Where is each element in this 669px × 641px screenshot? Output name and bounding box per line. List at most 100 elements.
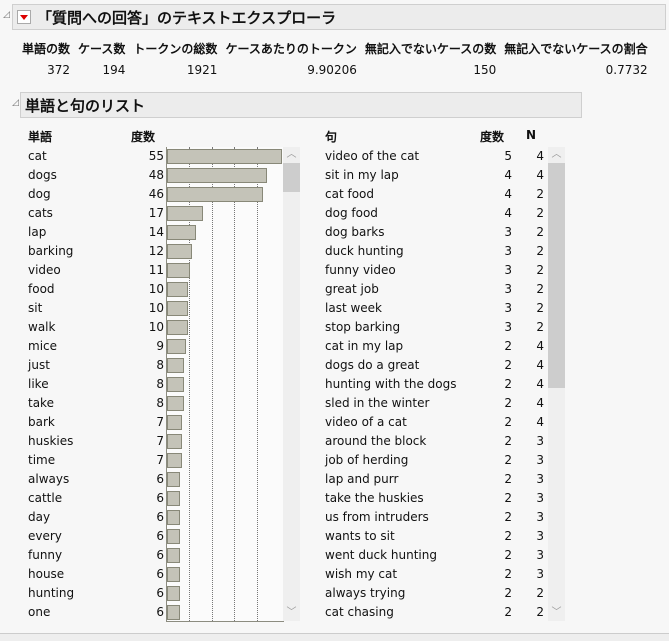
- term-label[interactable]: dog: [28, 187, 51, 201]
- phrase-label[interactable]: job of herding: [325, 453, 409, 467]
- phrase-label[interactable]: sled in the winter: [325, 396, 430, 410]
- term-count: 6: [156, 548, 164, 562]
- phrase-label[interactable]: hunting with the dogs: [325, 377, 457, 391]
- phrase-label[interactable]: video of the cat: [325, 149, 420, 163]
- term-label[interactable]: walk: [28, 320, 56, 334]
- phrase-label[interactable]: last week: [325, 301, 382, 315]
- phrase-label[interactable]: around the block: [325, 434, 427, 448]
- phrase-label[interactable]: duck hunting: [325, 244, 404, 258]
- term-label[interactable]: take: [28, 396, 54, 410]
- term-label[interactable]: video: [28, 263, 61, 277]
- phrase-label[interactable]: wish my cat: [325, 567, 398, 581]
- term-count: 55: [148, 149, 164, 163]
- chevron-up-icon[interactable]: ︿: [286, 149, 297, 160]
- term-label[interactable]: every: [28, 529, 62, 543]
- term-label[interactable]: cats: [28, 206, 53, 220]
- scroll-thumb[interactable]: [283, 163, 300, 192]
- term-bar[interactable]: [167, 282, 188, 297]
- term-bar[interactable]: [167, 225, 197, 240]
- phrase-label[interactable]: wants to sit: [325, 529, 395, 543]
- term-label[interactable]: hunting: [28, 586, 75, 600]
- term-label[interactable]: like: [28, 377, 49, 391]
- chevron-down-icon[interactable]: ﹀: [551, 607, 562, 618]
- phrase-label[interactable]: dog food: [325, 206, 378, 220]
- phrase-label[interactable]: funny video: [325, 263, 396, 277]
- phrase-label[interactable]: video of a cat: [325, 415, 407, 429]
- phrases-scrollbar[interactable]: ︿ ﹀: [548, 147, 565, 621]
- term-label[interactable]: cat: [28, 149, 47, 163]
- terms-scrollbar[interactable]: ︿ ﹀: [283, 147, 300, 621]
- term-label[interactable]: barking: [28, 244, 74, 258]
- chevron-down-icon[interactable]: ﹀: [286, 607, 297, 618]
- phrase-label[interactable]: went duck hunting: [325, 548, 437, 562]
- phrase-label[interactable]: great job: [325, 282, 379, 296]
- phrase-count-header[interactable]: 度数: [480, 130, 505, 144]
- phrase-label[interactable]: take the huskies: [325, 491, 424, 505]
- phrase-header[interactable]: 句: [325, 130, 338, 144]
- term-bar[interactable]: [167, 339, 186, 354]
- term-label[interactable]: sit: [28, 301, 43, 315]
- term-bar[interactable]: [167, 149, 282, 164]
- stat-value: 1921: [186, 63, 218, 77]
- count-header[interactable]: 度数: [131, 130, 156, 144]
- term-label[interactable]: funny: [28, 548, 63, 562]
- term-label[interactable]: cattle: [28, 491, 63, 505]
- term-label[interactable]: one: [28, 605, 51, 619]
- phrase-label[interactable]: dog barks: [325, 225, 385, 239]
- term-label[interactable]: day: [28, 510, 51, 524]
- n-header[interactable]: N: [526, 128, 537, 142]
- phrase-label[interactable]: always trying: [325, 586, 406, 600]
- term-bar[interactable]: [167, 301, 188, 316]
- phrase-label[interactable]: cat chasing: [325, 605, 394, 619]
- term-bar[interactable]: [167, 377, 184, 392]
- term-bar[interactable]: [167, 472, 180, 487]
- term-count: 46: [148, 187, 164, 201]
- term-header[interactable]: 単語: [28, 130, 53, 144]
- term-bar[interactable]: [167, 567, 180, 582]
- term-bar[interactable]: [167, 358, 184, 373]
- term-bar[interactable]: [167, 453, 182, 468]
- phrase-label[interactable]: us from intruders: [325, 510, 429, 524]
- phrase-n: 4: [536, 149, 544, 163]
- red-triangle-menu-icon[interactable]: [17, 10, 31, 24]
- term-label[interactable]: time: [28, 453, 56, 467]
- term-bar[interactable]: [167, 491, 180, 506]
- term-bar[interactable]: [167, 586, 180, 601]
- term-bar[interactable]: [167, 529, 180, 544]
- term-label[interactable]: huskies: [28, 434, 74, 448]
- chevron-up-icon[interactable]: ︿: [551, 149, 562, 160]
- term-bar[interactable]: [167, 396, 184, 411]
- term-bar[interactable]: [167, 548, 180, 563]
- term-bar[interactable]: [167, 206, 203, 221]
- term-bar[interactable]: [167, 263, 190, 278]
- term-label[interactable]: always: [28, 472, 70, 486]
- phrase-label[interactable]: cat in my lap: [325, 339, 404, 353]
- term-count: 12: [148, 244, 164, 258]
- term-bar[interactable]: [167, 187, 264, 202]
- term-bar[interactable]: [167, 244, 193, 259]
- term-bar[interactable]: [167, 434, 182, 449]
- term-bar[interactable]: [167, 320, 188, 335]
- phrase-label[interactable]: cat food: [325, 187, 374, 201]
- phrase-label[interactable]: dogs do a great: [325, 358, 420, 372]
- collapse-triangle-icon[interactable]: ◿: [12, 98, 19, 108]
- phrase-n: 4: [536, 396, 544, 410]
- term-label[interactable]: mice: [28, 339, 58, 353]
- collapse-triangle-icon[interactable]: ◿: [3, 10, 10, 20]
- term-count: 48: [148, 168, 164, 182]
- phrase-n: 3: [536, 510, 544, 524]
- term-label[interactable]: house: [28, 567, 65, 581]
- scroll-thumb[interactable]: [548, 163, 565, 388]
- term-bar[interactable]: [167, 605, 180, 620]
- phrase-label[interactable]: stop barking: [325, 320, 401, 334]
- term-label[interactable]: dogs: [28, 168, 57, 182]
- term-label[interactable]: lap: [28, 225, 47, 239]
- term-label[interactable]: just: [28, 358, 50, 372]
- term-label[interactable]: food: [28, 282, 55, 296]
- term-bar[interactable]: [167, 168, 268, 183]
- phrase-label[interactable]: sit in my lap: [325, 168, 399, 182]
- phrase-label[interactable]: lap and purr: [325, 472, 399, 486]
- term-bar[interactable]: [167, 510, 180, 525]
- term-label[interactable]: bark: [28, 415, 55, 429]
- term-bar[interactable]: [167, 415, 182, 430]
